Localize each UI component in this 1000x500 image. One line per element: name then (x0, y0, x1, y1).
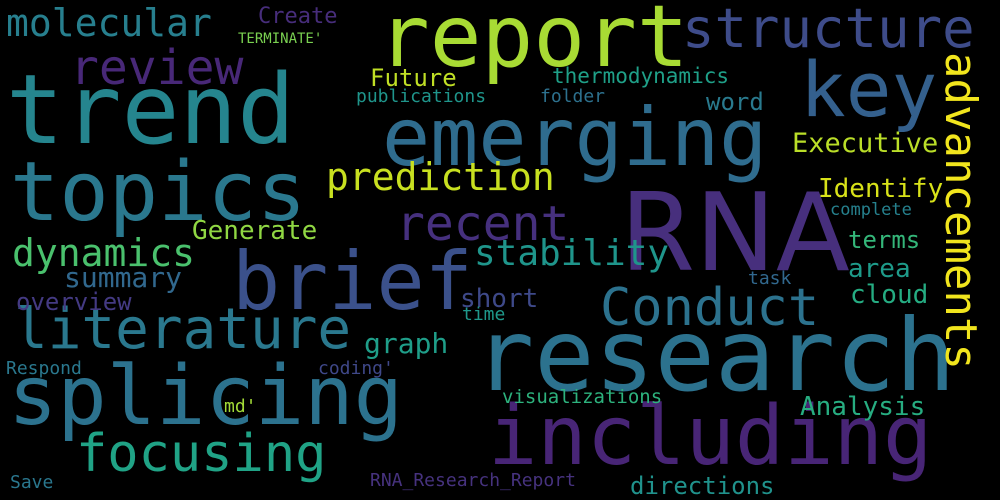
word-identify: Identify (818, 174, 944, 204)
word-review: review (70, 40, 244, 96)
word-trend: trend (6, 54, 295, 166)
word-coding: coding' (318, 358, 394, 379)
word-structure: structure (682, 0, 975, 60)
word-molecular: molecular (6, 1, 212, 45)
word-analysis: Analysis (800, 392, 926, 422)
word-executive: Executive (792, 128, 939, 159)
word-complete: complete (830, 200, 912, 220)
word-splicing: splicing (8, 349, 403, 444)
word-emerging: emerging (382, 91, 768, 184)
word-report: report (378, 0, 689, 87)
word-terminate: TERMINATE' (238, 31, 323, 47)
word-research: research (474, 297, 956, 414)
word-literature: literature (14, 297, 352, 362)
word-area: area (848, 254, 911, 284)
word-task: task (748, 268, 792, 289)
word-respond: Respond (6, 358, 82, 379)
word-brief: brief (232, 235, 473, 328)
word-short: short (460, 284, 539, 314)
word-visualizations: visualizations (502, 386, 663, 408)
word-prediction: prediction (326, 155, 555, 199)
word-folder: folder (540, 86, 606, 107)
word-future: Future (370, 64, 457, 92)
word-publications: publications (356, 86, 487, 107)
word-save: Save (10, 472, 54, 493)
word-overview: overview (16, 288, 132, 316)
word-time: time (462, 304, 506, 325)
word-cloud: cloud (850, 280, 929, 310)
word-conduct: Conduct (600, 278, 820, 338)
word-dynamics: dynamics (12, 231, 196, 275)
word-advancements: advancements (935, 52, 986, 370)
word-create: Create (258, 4, 338, 29)
word-rna: RNA (620, 171, 850, 296)
word-thermodynamics: thermodynamics (552, 64, 730, 88)
word-directions: directions (630, 472, 775, 500)
word-generate: Generate (192, 216, 318, 246)
word-terms: terms (848, 226, 921, 254)
word-rna-research-report: RNA_Research_Report (370, 470, 576, 491)
word-including: including (488, 389, 933, 484)
word-stability: stability (474, 233, 670, 274)
word-summary: summary (64, 261, 183, 294)
word-topics: topics (10, 145, 307, 240)
word-graph: graph (364, 327, 449, 360)
word-key: key (800, 45, 938, 134)
word-md: md' (224, 396, 257, 417)
word-focusing: focusing (76, 424, 327, 484)
word-recent: recent (396, 196, 570, 252)
word-word: word (706, 88, 764, 116)
